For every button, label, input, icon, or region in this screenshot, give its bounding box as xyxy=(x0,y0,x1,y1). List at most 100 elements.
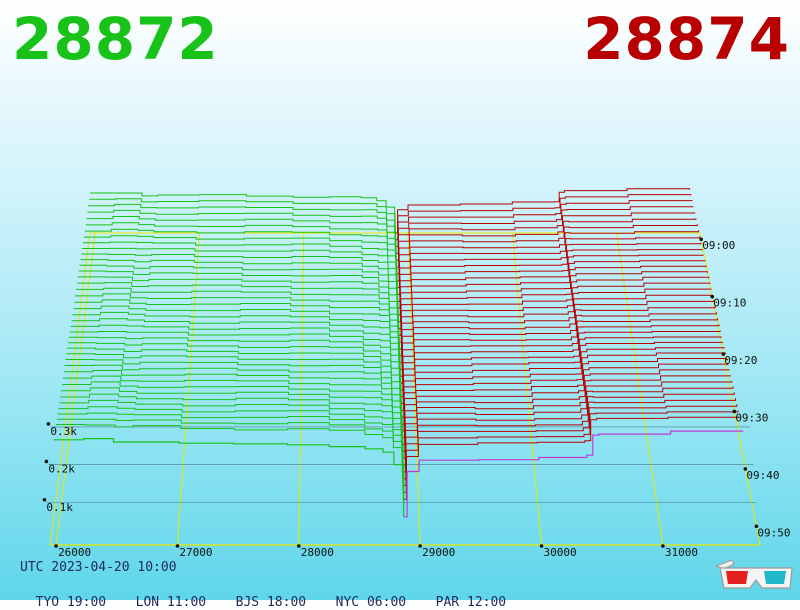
bid-curve xyxy=(62,375,402,445)
bid-curve xyxy=(80,259,398,309)
utc-time: UTC 2023-04-20 10:00 xyxy=(20,560,177,575)
bid-curve xyxy=(73,305,400,363)
axes: 26000 27000 28000 29000 30000 31000 0.1k 0.2k 0.… xyxy=(42,237,791,559)
y-tick-label: 0.1k xyxy=(46,501,73,514)
bid-curve xyxy=(75,293,399,349)
bid-curve-latest xyxy=(53,438,405,517)
bid-curve xyxy=(86,216,397,261)
bid-curve xyxy=(63,370,402,438)
clock-nyc: NYC 06:00 xyxy=(335,595,407,610)
bid-curve xyxy=(69,331,401,390)
time-tick-dot xyxy=(732,409,737,414)
grid-line xyxy=(699,232,761,546)
bid-curve xyxy=(67,347,401,411)
x-tick-dot xyxy=(418,544,422,548)
x-tick-label: 27000 xyxy=(179,546,212,559)
bid-curve xyxy=(88,203,396,247)
history-curves xyxy=(55,188,740,500)
ask-price: 28874 xyxy=(583,5,790,73)
x-tick-label: 30000 xyxy=(544,546,577,559)
bid-curve xyxy=(59,399,403,472)
time-tick-label: 09:20 xyxy=(724,354,757,367)
ask-curve xyxy=(397,249,703,302)
bid-curve xyxy=(82,247,398,295)
bid-curve xyxy=(89,198,396,240)
ask-curve xyxy=(394,188,691,234)
x-tick-dot xyxy=(297,544,301,548)
ask-curve xyxy=(402,398,736,480)
bid-curve xyxy=(66,353,402,418)
grid-line xyxy=(407,232,421,546)
y-tick-dot xyxy=(44,459,49,464)
bid-curve xyxy=(74,299,400,356)
grid-line xyxy=(616,232,664,546)
x-tick-label: 26000 xyxy=(58,546,91,559)
time-tick-label: 09:50 xyxy=(757,526,790,539)
grid-line xyxy=(49,232,91,546)
x-tick-label: 29000 xyxy=(422,546,455,559)
ask-curve-latest xyxy=(404,430,744,518)
ask-curve xyxy=(402,386,734,466)
time-tick-dot xyxy=(754,524,759,529)
x-tick-dot xyxy=(539,544,544,548)
bid-curve xyxy=(76,287,399,343)
3d-glasses-icon[interactable] xyxy=(712,556,798,596)
bid-curve xyxy=(56,418,404,493)
x-tick-dot xyxy=(175,544,180,548)
bid-curve xyxy=(83,235,397,281)
bid-price: 28872 xyxy=(12,5,219,73)
bid-curve xyxy=(76,282,399,336)
ask-curve xyxy=(395,200,693,248)
y-tick-label: 0.2k xyxy=(48,462,75,475)
x-tick-label: 28000 xyxy=(301,546,334,559)
time-tick-dot xyxy=(699,237,703,242)
time-tick-dot xyxy=(710,294,715,299)
bid-curve xyxy=(55,424,404,500)
grid-line xyxy=(511,232,543,546)
bid-curve xyxy=(77,276,399,329)
bid-curve xyxy=(64,364,402,431)
bid-curve xyxy=(87,209,396,254)
bid-curve xyxy=(90,192,396,233)
ask-curve xyxy=(397,260,706,316)
clock-bjs: BJS 18:00 xyxy=(235,595,307,610)
y-tick-dot xyxy=(42,497,47,502)
x-tick-label: 31000 xyxy=(665,546,698,559)
bid-curve xyxy=(58,406,403,479)
bid-curve xyxy=(61,387,403,459)
x-tick-dot xyxy=(661,544,665,548)
timezone-clocks: TYO 19:00 LON 11:00 BJS 18:00 NYC 06:00 PAR … xyxy=(20,580,506,610)
bid-curve xyxy=(62,381,403,452)
y-tick-label: 0.3k xyxy=(50,425,77,438)
bid-curve xyxy=(83,241,397,288)
x-tick-dot xyxy=(54,544,58,548)
time-tick-dot xyxy=(743,467,748,471)
ask-curve xyxy=(397,265,707,323)
bid-curve xyxy=(85,222,397,268)
bid-curve xyxy=(70,324,400,384)
bid-curve xyxy=(79,264,398,315)
bid-curve xyxy=(78,270,398,322)
clock-par: PAR 12:00 xyxy=(435,595,507,610)
ask-curve xyxy=(395,212,696,261)
clock-tyo: TYO 19:00 xyxy=(35,595,107,610)
time-tick-label: 09:30 xyxy=(735,411,768,424)
bid-curve xyxy=(81,253,398,302)
bid-curve xyxy=(71,318,400,377)
ask-curve xyxy=(397,254,704,309)
bid-curve xyxy=(84,228,397,274)
ask-curve xyxy=(402,380,733,459)
bid-curve xyxy=(65,359,402,425)
clock-lon: LON 11:00 xyxy=(135,595,207,610)
ask-curve xyxy=(403,416,740,500)
grid-line xyxy=(55,232,96,546)
time-tick-label: 09:00 xyxy=(702,239,735,252)
ask-curve xyxy=(396,242,702,295)
ask-curve xyxy=(395,206,694,254)
bid-curve xyxy=(72,311,400,370)
time-tick-label: 09:10 xyxy=(713,297,746,310)
ask-curve xyxy=(403,404,738,486)
latest-curve xyxy=(53,430,744,518)
time-tick-label: 09:40 xyxy=(746,469,779,482)
bid-curve xyxy=(57,412,404,486)
